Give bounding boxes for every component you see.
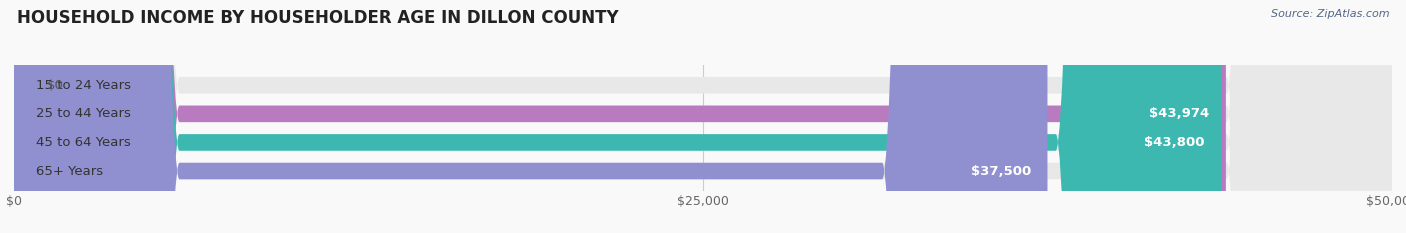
Text: $43,800: $43,800 <box>1144 136 1205 149</box>
Text: 25 to 44 Years: 25 to 44 Years <box>37 107 131 120</box>
Text: 15 to 24 Years: 15 to 24 Years <box>37 79 131 92</box>
FancyBboxPatch shape <box>14 0 1226 233</box>
Text: 45 to 64 Years: 45 to 64 Years <box>37 136 131 149</box>
FancyBboxPatch shape <box>14 0 1220 233</box>
Text: 65+ Years: 65+ Years <box>37 164 103 178</box>
Text: $0: $0 <box>48 79 65 92</box>
Text: Source: ZipAtlas.com: Source: ZipAtlas.com <box>1271 9 1389 19</box>
Text: $43,974: $43,974 <box>1149 107 1209 120</box>
FancyBboxPatch shape <box>14 0 1392 233</box>
Text: $37,500: $37,500 <box>970 164 1031 178</box>
FancyBboxPatch shape <box>14 0 1392 233</box>
FancyBboxPatch shape <box>14 0 1047 233</box>
FancyBboxPatch shape <box>14 0 1392 233</box>
FancyBboxPatch shape <box>14 0 1392 233</box>
Text: HOUSEHOLD INCOME BY HOUSEHOLDER AGE IN DILLON COUNTY: HOUSEHOLD INCOME BY HOUSEHOLDER AGE IN D… <box>17 9 619 27</box>
